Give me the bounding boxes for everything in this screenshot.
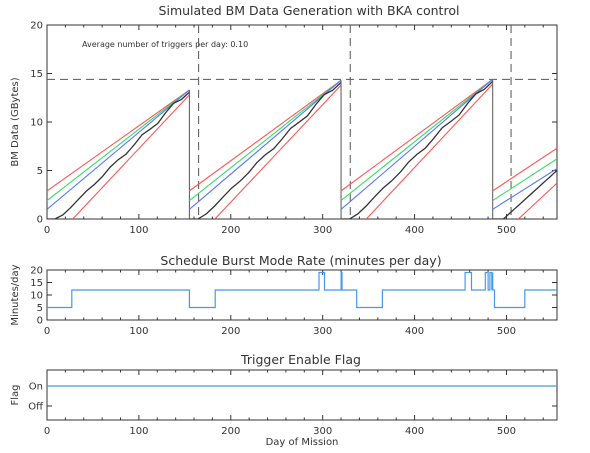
panel2-title: Schedule Burst Mode Rate (minutes per da… (160, 253, 441, 268)
x-tick-label: 400 (405, 426, 424, 437)
y-tick-label: 20 (30, 21, 43, 32)
bm-data-line-blue (492, 168, 557, 210)
bm-data-line-red (365, 83, 494, 219)
x-tick-label: 300 (313, 326, 332, 337)
bm-data-line-black (47, 91, 190, 219)
bm-data-line-red (214, 84, 342, 219)
bm-data-line-red (72, 94, 190, 219)
y-tick-label: 10 (30, 291, 43, 302)
bm-data-line-red (340, 78, 494, 192)
panel-bm-data: Simulated BM Data Generation with BKA co… (10, 3, 558, 236)
panel1-ylabel: BM Data (GBytes) (10, 77, 21, 166)
x-tick-label: 500 (497, 225, 516, 236)
bm-data-line-blue (189, 79, 342, 210)
bm-data-line-green (47, 89, 190, 202)
x-tick-label: 100 (129, 225, 148, 236)
panel3-title: Trigger Enable Flag (240, 352, 361, 367)
panel1-series-group (47, 25, 557, 219)
bm-data-line-red (47, 89, 190, 192)
x-tick-label: 100 (129, 426, 148, 437)
y-tick-label: 20 (30, 266, 43, 277)
x-tick-label: 500 (497, 326, 516, 337)
x-tick-label: 300 (313, 426, 332, 437)
x-tick-label: 400 (405, 326, 424, 337)
y-tick-label: 5 (37, 166, 43, 177)
bm-data-line-green (492, 158, 557, 202)
bm-data-line-black (341, 80, 494, 219)
y-tick-label: Off (28, 402, 44, 413)
y-tick-label: 15 (30, 278, 43, 289)
x-tick-label: 500 (497, 426, 516, 437)
x-tick-label: 300 (313, 225, 332, 236)
x-tick-label: 400 (405, 225, 424, 236)
y-tick-label: 0 (37, 316, 43, 327)
panel3-frame (46, 369, 558, 421)
panel1-frame (46, 24, 558, 220)
burst-rate-line (47, 271, 557, 309)
panel1-title: Simulated BM Data Generation with BKA co… (159, 3, 460, 18)
panel-trigger-flag: Trigger Enable Flag Flag Day of Mission … (10, 352, 558, 448)
x-tick-label: 200 (221, 426, 240, 437)
y-tick-label: 10 (30, 118, 43, 129)
x-tick-label: 0 (44, 225, 50, 236)
bm-data-line-blue (47, 89, 190, 210)
panel3-xlabel: Day of Mission (266, 437, 339, 448)
panel1-annotation: Average number of triggers per day: 0.10 (82, 40, 248, 49)
panel-burst-rate: Schedule Burst Mode Rate (minutes per da… (10, 253, 558, 337)
y-tick-label: 15 (30, 69, 43, 80)
bm-data-line-green (189, 79, 342, 202)
bm-data-line-black (189, 81, 342, 219)
x-tick-label: 100 (129, 326, 148, 337)
panel2-frame (46, 269, 558, 321)
x-tick-label: 200 (221, 225, 240, 236)
y-tick-label: 5 (37, 303, 43, 314)
y-tick-label: 0 (37, 215, 43, 226)
x-tick-label: 0 (44, 426, 50, 437)
panel2-ylabel: Minutes/day (10, 264, 21, 325)
y-tick-label: On (29, 382, 43, 393)
bm-data-line-blue (340, 78, 494, 210)
bm-data-line-green (340, 78, 494, 201)
bm-data-line-red (518, 182, 557, 219)
panel3-ylabel: Flag (10, 384, 21, 405)
bm-data-line-red (492, 147, 557, 192)
x-tick-label: 200 (221, 326, 240, 337)
bm-data-line-red (189, 79, 342, 192)
x-tick-label: 0 (44, 326, 50, 337)
bm-data-line-black (492, 170, 557, 219)
